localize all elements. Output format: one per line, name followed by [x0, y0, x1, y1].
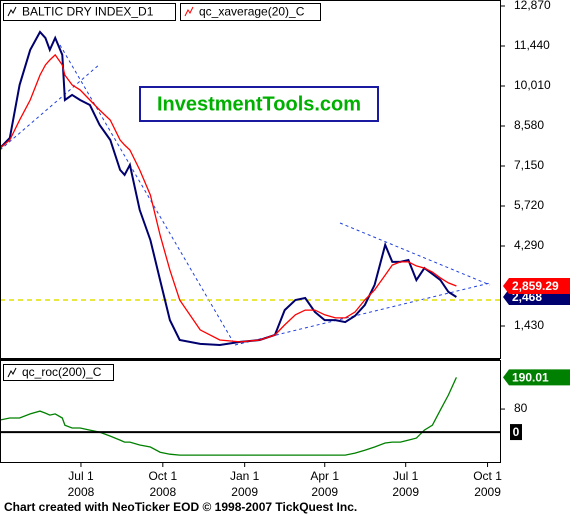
y-tick-label: 8,580 [514, 118, 544, 132]
y-tick-label: 5,720 [514, 198, 544, 212]
series-line [0, 377, 457, 456]
series-line [0, 53, 457, 343]
x-tick-label: Apr 1 [310, 469, 339, 483]
x-tick-label: Jul 1 [68, 469, 94, 483]
legend-icon [7, 6, 17, 17]
x-tick-year: 2009 [231, 485, 258, 499]
x-tick-year: 2009 [311, 485, 338, 499]
y-tick-label: 1,430 [514, 318, 544, 332]
trend-lines [0, 44, 491, 346]
footer: Chart created with NeoTicker EOD © 1998-… [4, 500, 357, 514]
legend-box [180, 3, 321, 21]
x-tick-year: 2009 [474, 485, 501, 499]
value-label: 190.01 [512, 371, 549, 385]
legend-icon [7, 367, 17, 378]
legend-entry: qc_xaverage(20)_C [199, 5, 305, 19]
y-tick-label: 80 [514, 401, 528, 415]
value-label: 2,859.29 [512, 279, 559, 293]
series-line [0, 30, 457, 347]
x-tick-year: 2008 [149, 485, 176, 499]
legend-icon [184, 6, 194, 17]
x-tick-year: 2009 [392, 485, 419, 499]
x-tick-label: Oct 1 [148, 469, 177, 483]
legend-entry: qc_roc(200)_C [22, 365, 102, 379]
watermark-box [139, 86, 379, 122]
y-tick-label: 0 [513, 425, 520, 439]
y-tick-label: 7,150 [514, 158, 544, 172]
y-tick-label: 12,870 [514, 0, 551, 12]
x-tick-label: Jul 1 [393, 469, 419, 483]
zero-label-box [510, 424, 522, 441]
y-tick-label: 4,290 [514, 238, 544, 252]
legend-box [3, 364, 114, 381]
watermark: InvestmentTools.com [157, 93, 361, 115]
x-tick-label: Oct 1 [473, 469, 502, 483]
x-tick-label: Jan 1 [230, 469, 260, 483]
y-tick-label: 11,440 [514, 38, 550, 52]
x-tick-year: 2008 [68, 485, 95, 499]
value-label-box [503, 369, 570, 386]
y-tick-label: 10,010 [514, 78, 551, 92]
marks [0, 30, 457, 456]
legend-entry: BALTIC DRY INDEX_D1 [22, 5, 154, 19]
value-label-box [503, 278, 570, 295]
legend-box [3, 3, 176, 21]
